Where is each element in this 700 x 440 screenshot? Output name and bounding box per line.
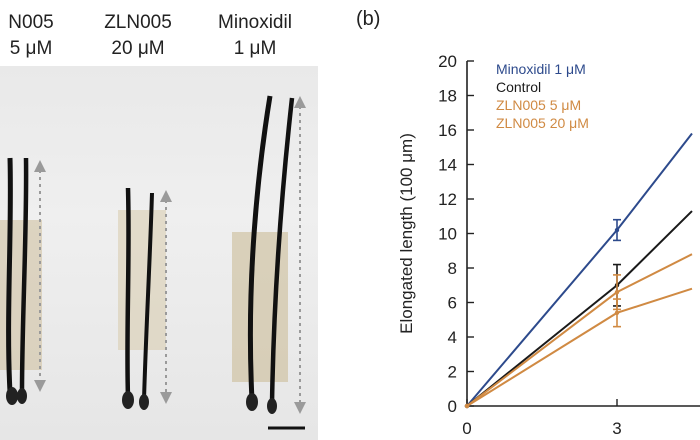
y-tick-label: 4 [448, 328, 457, 347]
column-label-zln005-5: N005 5 μM [0, 10, 76, 62]
column-label-line2: 20 μM [111, 38, 165, 59]
column-label-zln005-20: ZLN005 20 μM [88, 10, 188, 62]
data-point [614, 310, 620, 316]
y-tick-label: 8 [448, 259, 457, 278]
y-tick-label: 20 [438, 52, 457, 71]
hair-shaft [247, 95, 273, 401]
hair-bulb [139, 394, 149, 410]
data-point [464, 403, 470, 409]
arrow-down-icon [160, 392, 172, 404]
column-label-minoxidil: Minoxidil 1 μM [205, 10, 305, 62]
y-tick-label: 10 [438, 225, 457, 244]
hair-shaft [125, 187, 131, 399]
arrow-up-icon [160, 190, 172, 202]
hair-bulb [246, 393, 258, 411]
hair-shaft [142, 192, 154, 401]
y-tick-label: 6 [448, 294, 457, 313]
column-label-line2: 5 μM [9, 38, 53, 59]
arrow-down-icon [34, 380, 46, 392]
arrow-up-icon [34, 160, 46, 172]
column-label-line1: Minoxidil [218, 12, 292, 33]
column-label-line2: 1 μM [233, 38, 277, 59]
data-point [614, 227, 620, 233]
panel-letter: (b) [356, 8, 381, 30]
x-tick-label: 0 [462, 419, 471, 438]
series-line-3 [467, 287, 693, 407]
column-label-line1: ZLN005 [104, 12, 172, 33]
hair-follicle-illustration [0, 95, 306, 430]
legend-entry-0: Minoxidil 1 μM [496, 61, 586, 77]
hair-follicle-photo-panel: N005 5 μM ZLN005 20 μM Minoxidil 1 μM [0, 0, 330, 440]
hair-bulb [17, 388, 27, 404]
hair-shaft [6, 157, 13, 393]
x-tick-label: 3 [612, 419, 621, 438]
y-tick-label: 14 [438, 156, 457, 175]
y-tick-label: 2 [448, 363, 457, 382]
column-label-line1: N005 [8, 12, 54, 33]
hair-shaft [19, 157, 29, 393]
hair-bulb [6, 387, 18, 405]
legend-entry-3: ZLN005 20 μM [496, 115, 589, 131]
data-point [614, 289, 620, 295]
y-axis-label: Elongated length (100 μm) [397, 133, 416, 334]
legend-entry-1: Control [496, 79, 541, 95]
series-line-2 [467, 253, 693, 407]
y-tick-label: 16 [438, 121, 457, 140]
legend-entry-2: ZLN005 5 μM [496, 97, 581, 113]
arrow-up-icon [294, 96, 306, 108]
series-line-0 [467, 132, 693, 407]
y-tick-label: 18 [438, 87, 457, 106]
hair-bulb [267, 398, 277, 414]
hair-bulb [122, 391, 134, 409]
hair-shaft [269, 97, 295, 405]
y-tick-label: 0 [448, 397, 457, 416]
series-line-1 [467, 210, 693, 407]
y-tick-label: 12 [438, 190, 457, 209]
arrow-down-icon [294, 402, 306, 414]
